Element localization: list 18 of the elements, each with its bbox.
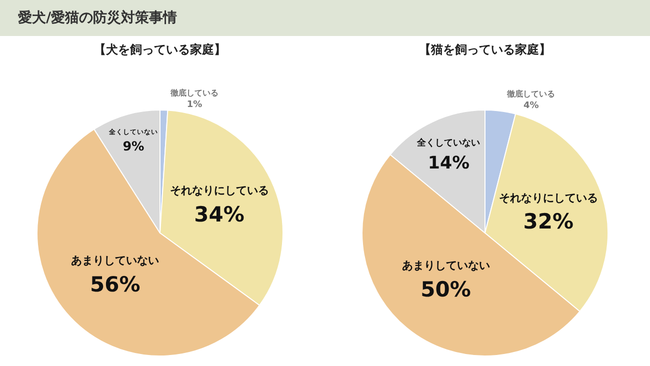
- slice-label: 徹底している: [170, 87, 219, 98]
- chart-subtitle: 【猫を飼っている家庭】: [419, 42, 551, 56]
- slice-label: それなりにしている: [498, 191, 598, 204]
- data-label: 9%: [122, 138, 145, 154]
- data-label: 34%: [194, 202, 244, 226]
- slice-label: あまりしていない: [402, 259, 490, 272]
- data-label: 4%: [523, 101, 539, 112]
- data-label: 56%: [90, 272, 140, 296]
- slice-label: 全くしていない: [416, 138, 480, 149]
- chart-subtitle: 【犬を飼っている家庭】: [94, 42, 226, 56]
- slice-label: あまりしていない: [71, 254, 160, 267]
- slice-label: それなりにしている: [170, 184, 269, 197]
- slice-label: 徹底している: [506, 88, 556, 98]
- data-label: 1%: [186, 100, 202, 110]
- data-label: 50%: [420, 278, 471, 302]
- data-label: 32%: [523, 210, 574, 234]
- data-label: 14%: [428, 153, 470, 174]
- chart-title: 愛犬/愛猫の防災対策事情: [18, 9, 178, 27]
